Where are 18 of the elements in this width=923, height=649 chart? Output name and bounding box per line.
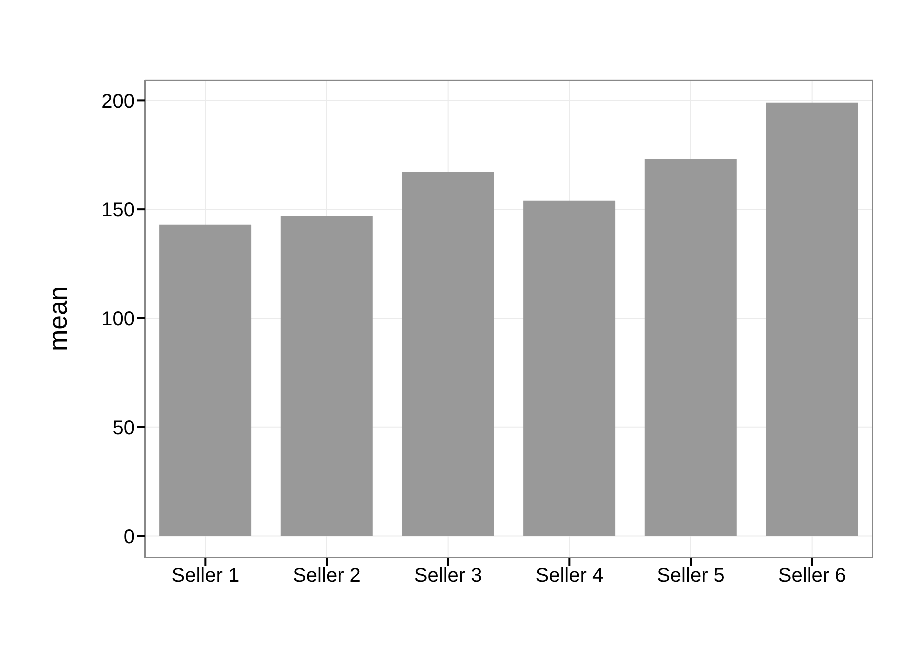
bar bbox=[644, 159, 737, 536]
x-tick-label: Seller 2 bbox=[293, 565, 361, 588]
x-tick-label: Seller 4 bbox=[536, 565, 604, 588]
x-tick-label: Seller 1 bbox=[172, 565, 240, 588]
x-tick-label: Seller 5 bbox=[657, 565, 725, 588]
y-tick-label: 100 bbox=[102, 308, 135, 331]
y-tick-label: 200 bbox=[102, 90, 135, 113]
x-tick-label: Seller 6 bbox=[778, 565, 846, 588]
y-tick-label: 50 bbox=[112, 417, 135, 440]
bar bbox=[402, 172, 494, 536]
y-axis-title: mean bbox=[43, 286, 74, 352]
y-tick-label: 150 bbox=[102, 200, 135, 222]
x-tick-label: Seller 3 bbox=[414, 565, 482, 588]
bar bbox=[280, 216, 373, 536]
bar bbox=[160, 224, 252, 536]
bar bbox=[524, 200, 616, 536]
bar bbox=[766, 102, 858, 536]
y-tick-label: 0 bbox=[124, 526, 135, 548]
